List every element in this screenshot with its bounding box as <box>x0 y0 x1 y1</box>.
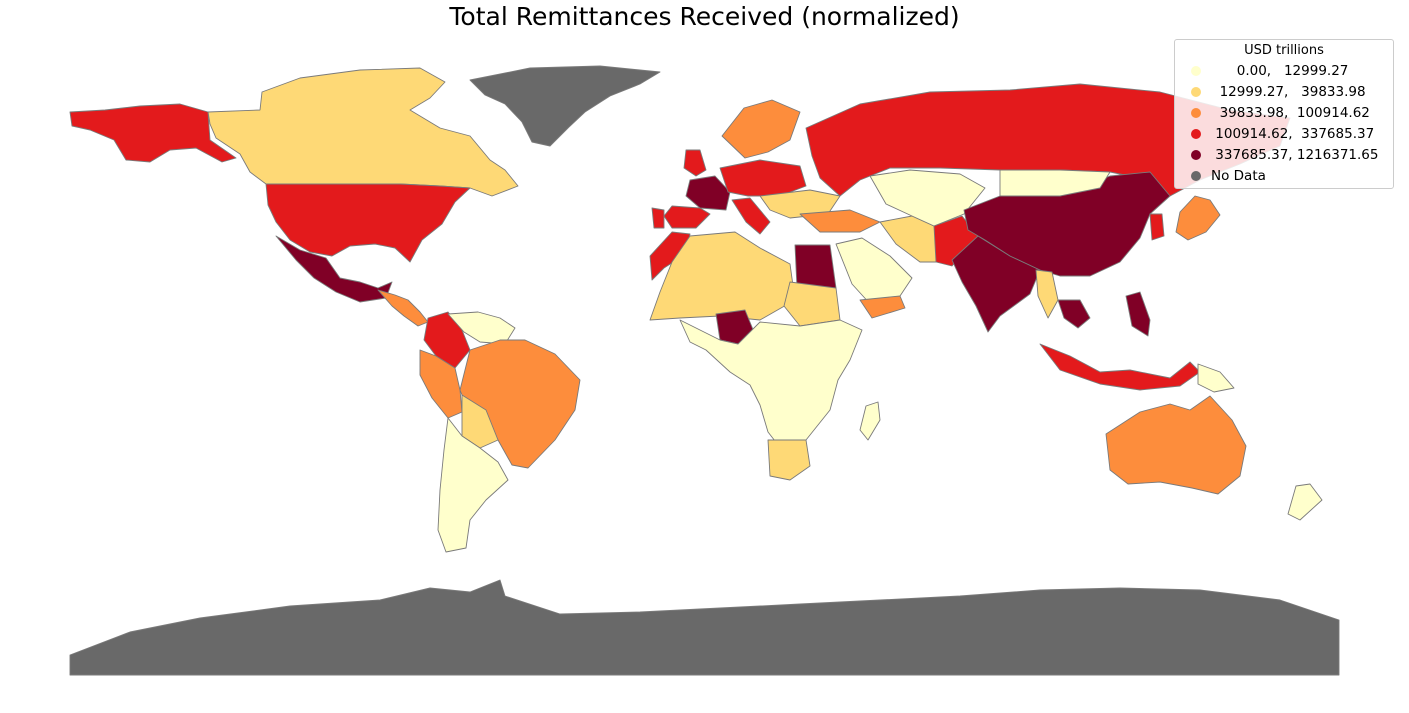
region-italy <box>731 197 771 235</box>
legend-label: 337685.37, 1216371.65 <box>1211 146 1379 163</box>
legend-label: 39833.98, 100914.62 <box>1211 104 1370 121</box>
legend-swatch <box>1191 65 1201 76</box>
region-papua-new-guinea <box>1197 363 1235 393</box>
region-united-states <box>265 183 471 263</box>
region-central-southern-africa <box>679 319 863 451</box>
legend-item: 39833.98, 100914.62 <box>1181 102 1387 123</box>
region-central-asia <box>869 169 986 227</box>
region-greenland <box>469 65 661 147</box>
legend-swatch <box>1191 149 1201 160</box>
region-argentina-chile <box>437 417 509 553</box>
region-indonesia <box>1039 343 1201 391</box>
region-scandinavia <box>721 99 801 159</box>
legend-label: 12999.27, 39833.98 <box>1211 83 1366 100</box>
region-arabian-peninsula <box>835 237 913 307</box>
region-france <box>685 175 731 211</box>
legend-swatch <box>1191 170 1201 181</box>
region-egypt <box>794 244 837 289</box>
region-antarctica <box>69 579 1340 676</box>
region-myanmar <box>1035 269 1059 319</box>
region-vietnam <box>1057 299 1091 329</box>
region-portugal <box>651 207 665 229</box>
region-mongolia <box>999 169 1111 197</box>
region-algeria-sahel <box>649 231 796 321</box>
region-korea <box>1149 213 1165 241</box>
legend-title: USD trillions <box>1244 43 1324 58</box>
region-united-kingdom <box>683 149 707 177</box>
legend: USD trillions 0.00, 12999.27 12999.27, 3… <box>1174 39 1394 189</box>
region-turkey <box>799 209 881 233</box>
legend-swatch <box>1191 128 1201 139</box>
region-germany-central-europe <box>719 159 807 197</box>
legend-item: 12999.27, 39833.98 <box>1181 81 1387 102</box>
region-sudan <box>783 281 841 327</box>
legend-item: 0.00, 12999.27 <box>1181 60 1387 81</box>
region-madagascar <box>859 401 881 441</box>
region-south-africa <box>767 439 811 481</box>
legend-rows: 0.00, 12999.27 12999.27, 39833.98 39833.… <box>1181 60 1387 186</box>
legend-item: No Data <box>1181 165 1387 186</box>
region-alaska-usa <box>69 103 237 163</box>
region-japan <box>1175 195 1221 241</box>
region-new-zealand <box>1287 483 1323 521</box>
region-australia <box>1105 395 1247 495</box>
legend-label: No Data <box>1211 167 1266 184</box>
region-bolivia <box>461 394 499 449</box>
legend-label: 100914.62, 337685.37 <box>1211 125 1375 142</box>
legend-label: 0.00, 12999.27 <box>1211 62 1349 79</box>
legend-item: 337685.37, 1216371.65 <box>1181 144 1387 165</box>
region-mexico <box>275 235 393 303</box>
legend-swatch <box>1191 107 1201 118</box>
region-venezuela <box>447 311 516 345</box>
region-canada <box>207 67 519 197</box>
region-spain <box>663 205 711 229</box>
legend-swatch <box>1191 86 1201 97</box>
region-philippines <box>1125 291 1151 337</box>
legend-item: 100914.62, 337685.37 <box>1181 123 1387 144</box>
map-title: Total Remittances Received (normalized) <box>449 2 960 31</box>
region-yemen <box>859 295 906 319</box>
region-central-america <box>377 289 429 327</box>
